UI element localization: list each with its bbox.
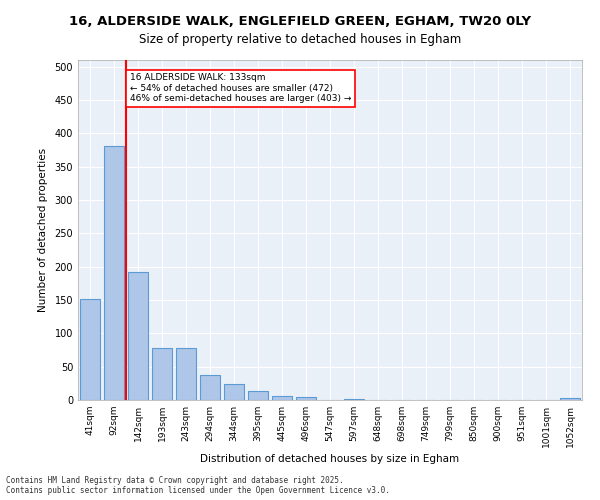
Bar xyxy=(272,396,292,400)
Bar xyxy=(152,348,172,400)
Bar xyxy=(128,272,148,400)
Text: 16, ALDERSIDE WALK, ENGLEFIELD GREEN, EGHAM, TW20 0LY: 16, ALDERSIDE WALK, ENGLEFIELD GREEN, EG… xyxy=(69,15,531,28)
Bar xyxy=(560,398,580,400)
Bar xyxy=(296,398,316,400)
Bar xyxy=(248,390,268,400)
Bar xyxy=(176,348,196,400)
Bar xyxy=(104,146,124,400)
X-axis label: Distribution of detached houses by size in Egham: Distribution of detached houses by size … xyxy=(200,454,460,464)
Bar xyxy=(200,374,220,400)
Y-axis label: Number of detached properties: Number of detached properties xyxy=(38,148,47,312)
Text: Size of property relative to detached houses in Egham: Size of property relative to detached ho… xyxy=(139,32,461,46)
Bar xyxy=(224,384,244,400)
Text: 16 ALDERSIDE WALK: 133sqm
← 54% of detached houses are smaller (472)
46% of semi: 16 ALDERSIDE WALK: 133sqm ← 54% of detac… xyxy=(130,74,351,103)
Bar xyxy=(344,398,364,400)
Text: Contains HM Land Registry data © Crown copyright and database right 2025.
Contai: Contains HM Land Registry data © Crown c… xyxy=(6,476,390,495)
Bar xyxy=(80,298,100,400)
